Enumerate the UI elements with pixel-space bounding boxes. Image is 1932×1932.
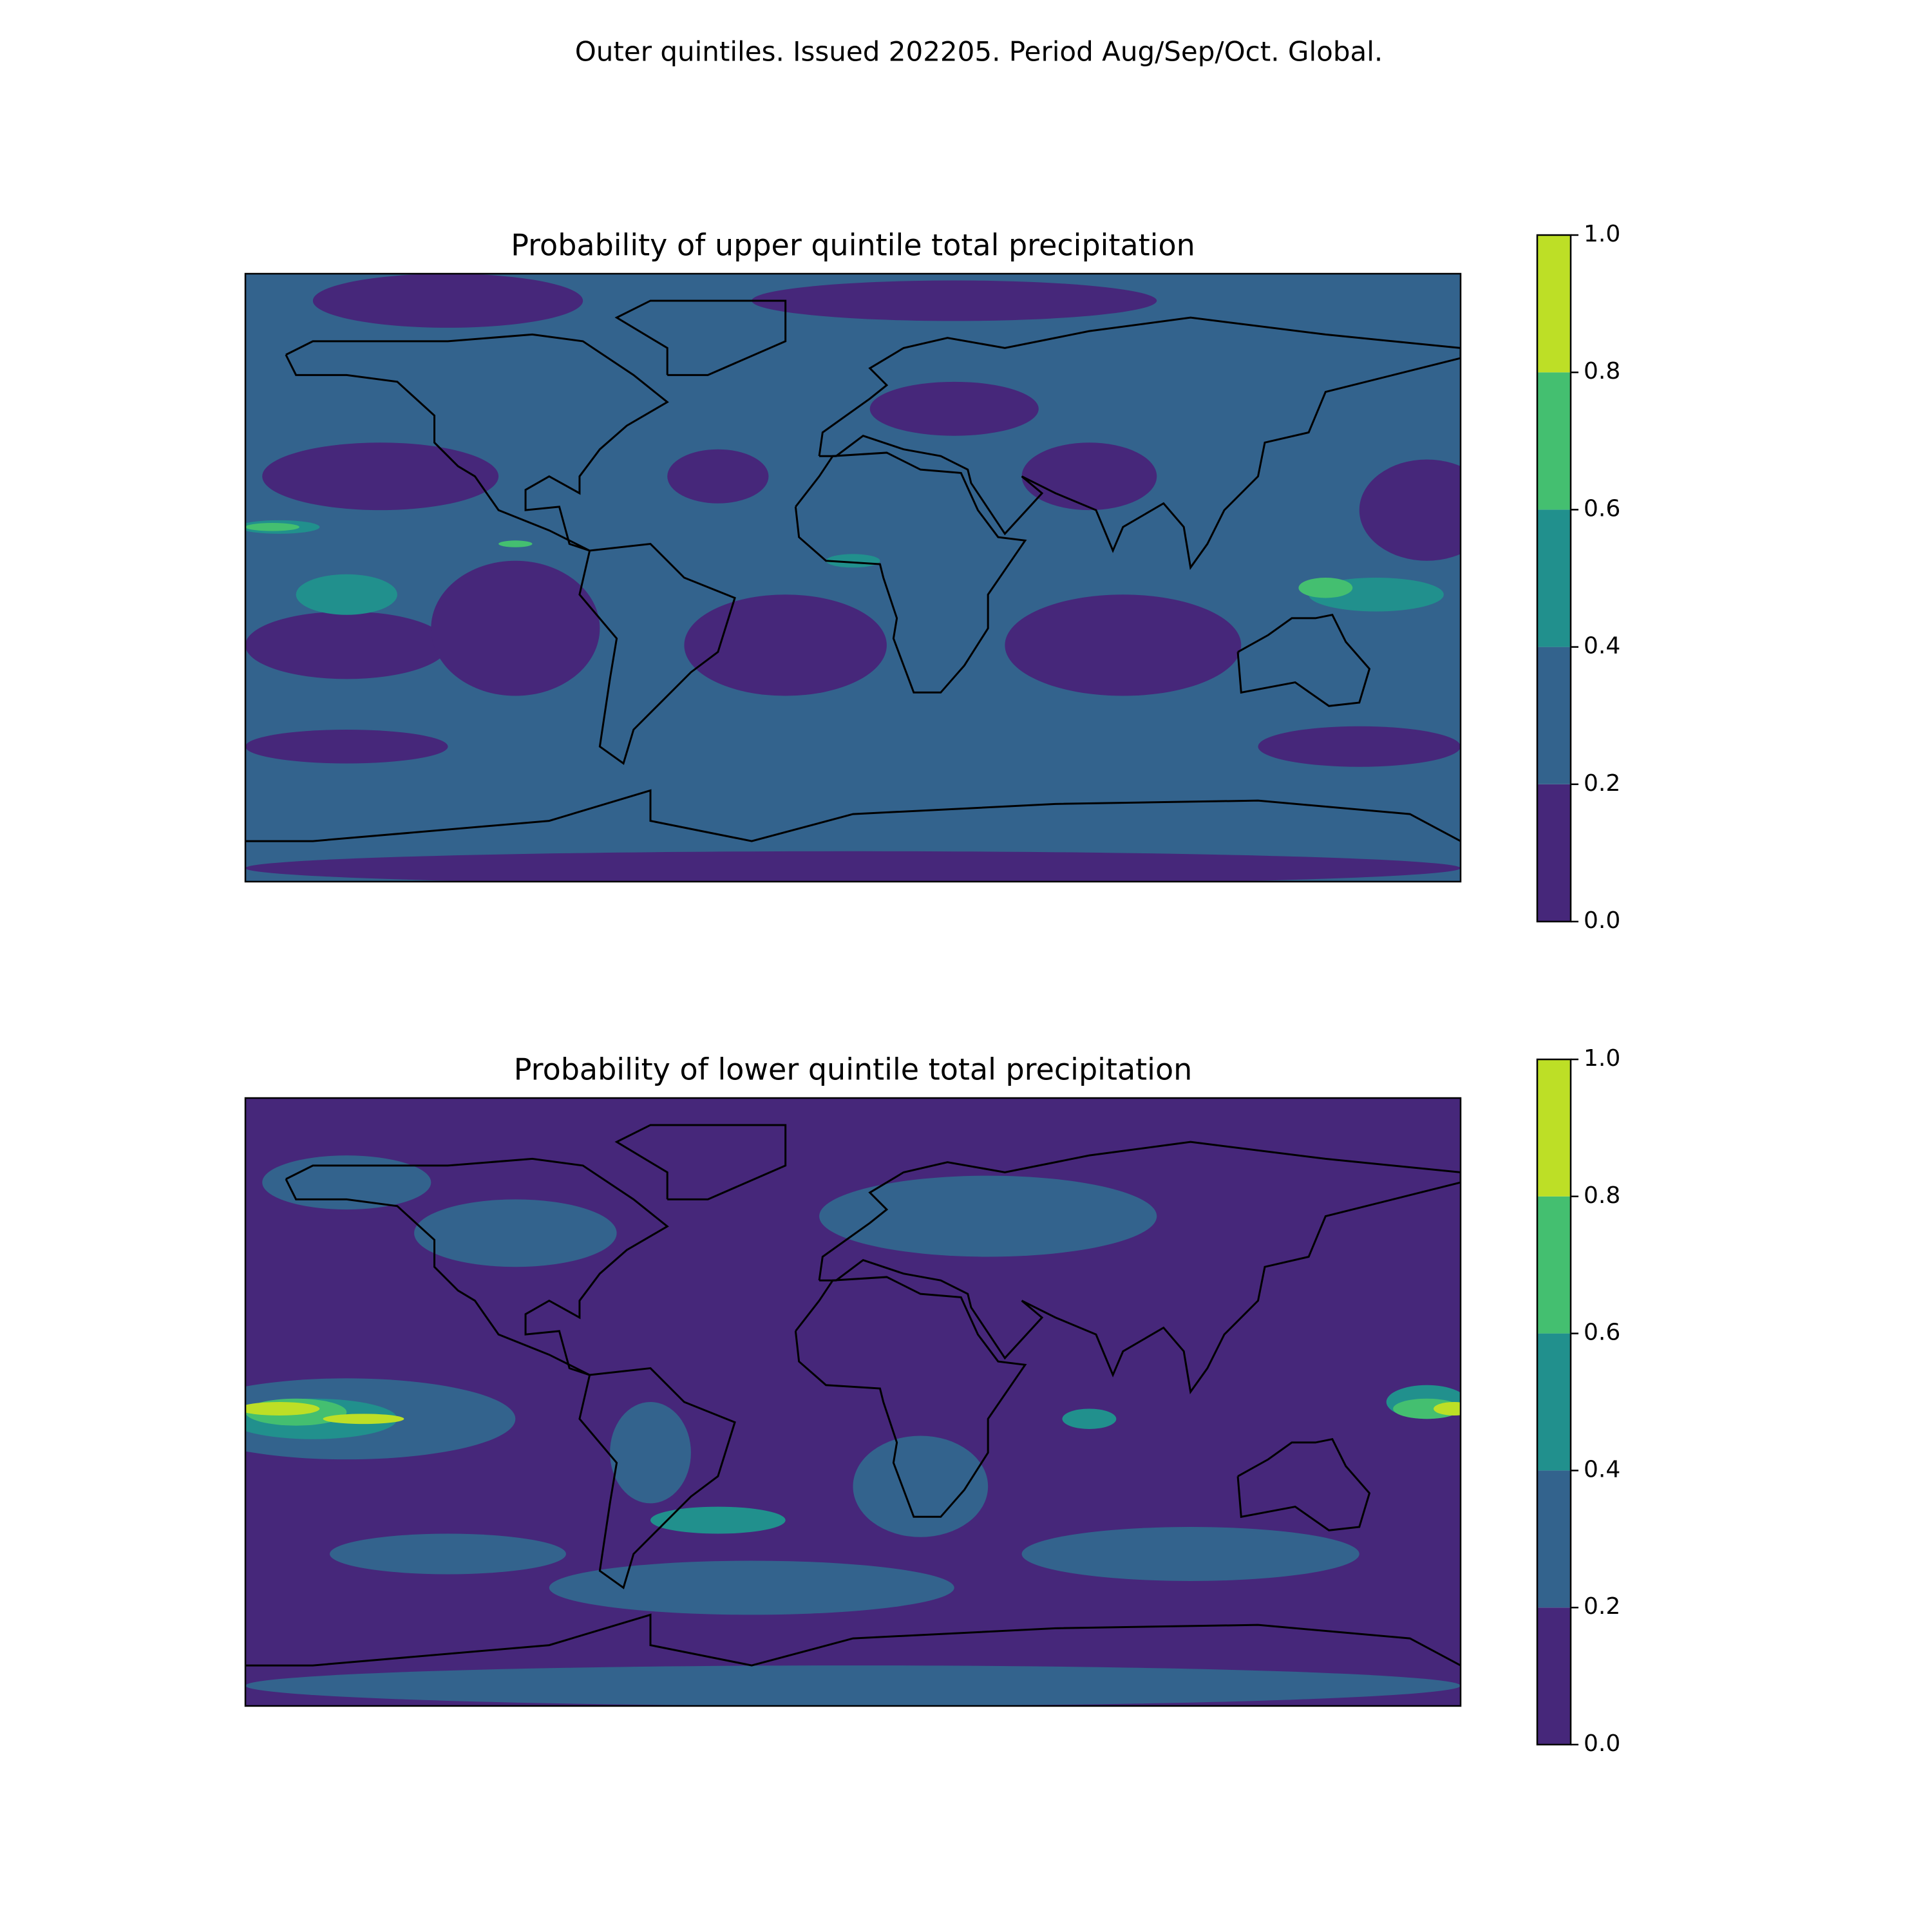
colorbar-band (1537, 509, 1571, 647)
contour-region (650, 1506, 786, 1534)
contour-region (245, 611, 448, 679)
colorbar-tick-label: 0.0 (1584, 907, 1620, 934)
coastline (285, 1157, 669, 1376)
contour-region (296, 574, 397, 615)
contour-region (262, 442, 499, 511)
colorbar-frame (1536, 234, 1572, 923)
colorbar-tick-label: 0.2 (1584, 770, 1620, 797)
coastline (614, 299, 787, 376)
coastline (614, 1124, 787, 1200)
contour-region (1062, 1408, 1117, 1429)
coastline (1236, 613, 1371, 707)
contour-region (549, 1560, 954, 1615)
coastline (794, 451, 1027, 694)
coastline (1236, 1437, 1371, 1531)
colorbar-band (1537, 1059, 1571, 1197)
map (245, 1098, 1461, 1706)
map-frame (244, 272, 1462, 883)
colorbar-tick-label: 0.6 (1584, 495, 1620, 522)
contour-region (752, 280, 1157, 321)
contour-region (245, 730, 448, 764)
contour-region (498, 540, 533, 547)
colorbar-frame (1536, 1058, 1572, 1746)
contour-region (819, 1175, 1157, 1257)
colorbar-band (1537, 1196, 1571, 1334)
coastline (578, 542, 736, 765)
contour-region (431, 560, 600, 696)
contour-region (869, 381, 1039, 436)
contour-region (312, 274, 583, 328)
colorbar-tick-label: 0.8 (1584, 358, 1620, 384)
contour-region (1298, 578, 1353, 598)
contour-region (1258, 726, 1461, 767)
contour-region (684, 594, 887, 696)
panel-title: Probability of upper quintile total prec… (511, 228, 1195, 263)
colorbar-tick-label: 0.8 (1584, 1182, 1620, 1209)
contour-region (245, 523, 299, 531)
colorbar-tick-label: 0.4 (1584, 1456, 1620, 1482)
colorbar-tick-label: 0.6 (1584, 1320, 1620, 1346)
colorbar-tick-label: 1.0 (1584, 221, 1620, 247)
contour-region (323, 1414, 404, 1425)
coastline (578, 1367, 736, 1589)
contour-region (414, 1199, 617, 1267)
contour-region (1021, 1527, 1359, 1581)
colorbar-band (1537, 235, 1571, 373)
colorbar-band (1537, 1607, 1571, 1745)
panel-title: Probability of lower quintile total prec… (514, 1052, 1193, 1087)
contour-region (1021, 442, 1157, 511)
contour-region (245, 851, 1461, 882)
coastline (245, 1613, 1461, 1667)
coastline (245, 789, 1461, 842)
colorbar-band (1537, 784, 1571, 922)
contour-region (1005, 594, 1242, 696)
colorbar-tick-label: 1.0 (1584, 1045, 1620, 1072)
colorbar-tick-label: 0.4 (1584, 633, 1620, 659)
figure-title: Outer quintiles. Issued 202205. Period A… (575, 36, 1383, 68)
colorbar-band (1537, 372, 1571, 510)
contour-region (1359, 459, 1461, 561)
colorbar-band (1537, 1333, 1571, 1471)
coastline (285, 333, 669, 552)
coastline (818, 316, 1461, 571)
colorbar-band (1537, 647, 1571, 784)
contour-region (330, 1533, 566, 1575)
contour-region (245, 1665, 1461, 1706)
colorbar-band (1537, 1470, 1571, 1608)
coastline (818, 1141, 1461, 1395)
contour-region (610, 1402, 691, 1504)
coastline (794, 1276, 1027, 1518)
contour-region (1434, 1402, 1461, 1416)
colorbar-tick-label: 0.0 (1584, 1730, 1620, 1757)
contour-region (245, 1402, 320, 1416)
contour-region (245, 274, 1461, 882)
contour-region (853, 1435, 989, 1537)
map-frame (244, 1097, 1462, 1707)
map (245, 274, 1461, 882)
colorbar-tick-label: 0.2 (1584, 1593, 1620, 1620)
contour-region (667, 449, 769, 504)
